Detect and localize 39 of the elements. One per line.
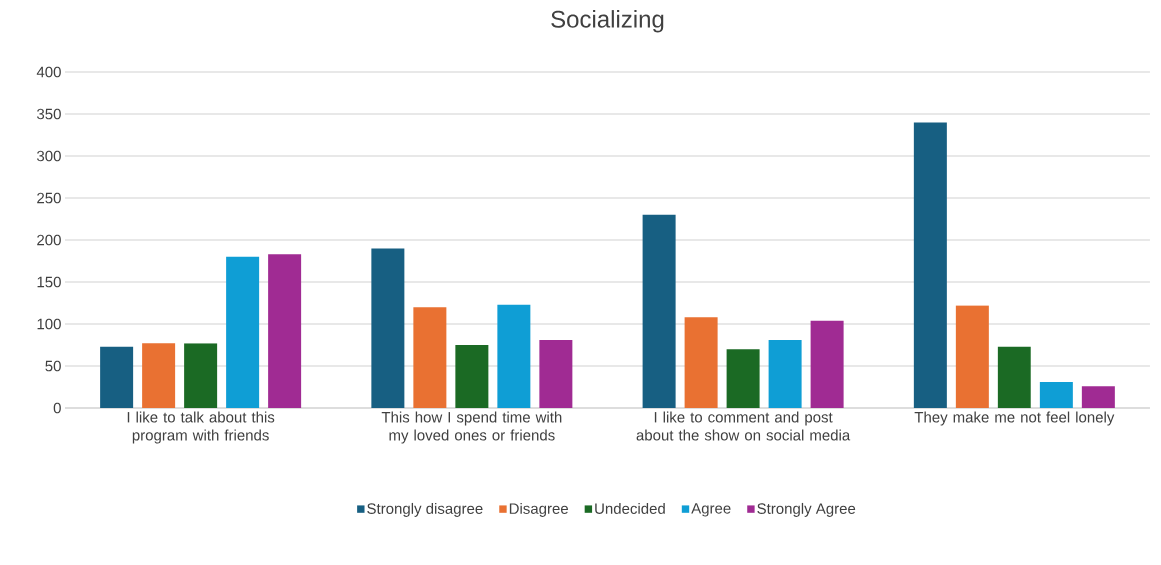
bar [642,214,676,408]
bar [455,345,489,408]
bar [268,254,302,408]
legend-label: Undecided [595,502,665,514]
y-tick-label: 0 [53,402,61,414]
bar [413,307,447,408]
y-tick-label: 300 [37,150,61,162]
x-tick-label: They make me not feel lonely [914,411,1115,426]
y-tick-label: 200 [37,234,61,246]
bar [913,122,947,408]
y-tick-label: 150 [37,276,61,288]
bar [768,339,802,408]
bar [371,248,405,408]
legend-label: Strongly disagree [367,502,483,517]
bar [1081,386,1115,408]
chart-title: Socializing [551,10,664,33]
legend-label: Agree [691,503,731,517]
bar [142,343,176,408]
x-tick-label: I like to talk about this program with friends [127,411,275,444]
y-tick-label: 250 [37,192,61,204]
bar [997,346,1031,408]
y-tick-label: 350 [37,108,61,120]
bar [810,320,844,408]
bar [1039,381,1073,408]
bar [955,305,989,408]
y-tick-label: 400 [36,66,61,78]
bar [100,346,134,408]
y-tick-label: 100 [37,318,61,330]
bar [497,304,531,408]
bar [539,339,573,408]
y-tick-label: 50 [45,360,61,372]
bar [684,317,718,408]
x-tick-label: I like to comment and post about the show on social media [636,411,851,441]
legend-label: Strongly Agree [757,502,856,517]
bar [226,256,260,408]
bar [726,349,760,408]
legend-label: Disagree [509,502,568,517]
bar [184,343,218,408]
x-tick-label: This how I spend time with my loved ones or friends [381,411,562,444]
